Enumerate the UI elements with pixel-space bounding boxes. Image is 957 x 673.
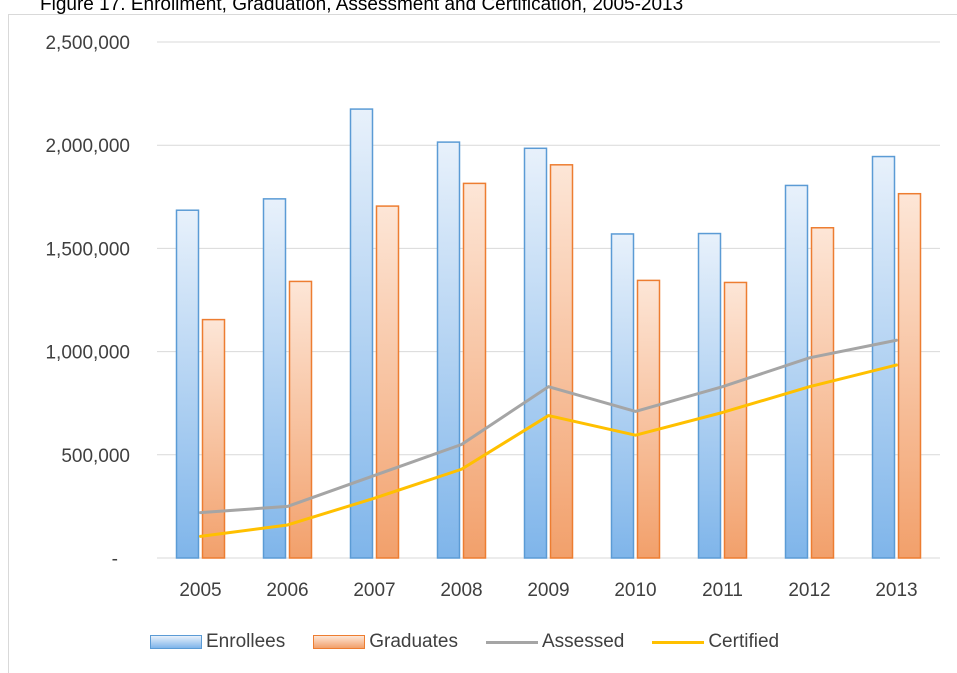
bar-graduates	[290, 281, 312, 558]
y-tick-label: 500,000	[61, 446, 130, 467]
bar-graduates	[638, 280, 660, 558]
legend-swatch-certified	[652, 641, 704, 644]
legend-item-enrollees: Enrollees	[150, 631, 285, 653]
bar-enrollees	[264, 199, 286, 558]
x-tick-label: 2007	[353, 580, 395, 601]
x-tick-label: 2006	[266, 580, 308, 601]
x-tick-label: 2013	[875, 580, 917, 601]
bar-graduates	[377, 206, 399, 558]
legend-label-graduates: Graduates	[369, 631, 458, 653]
bar-enrollees	[351, 109, 373, 558]
y-tick-label: 1,500,000	[45, 239, 130, 260]
chart-legend: Enrollees Graduates Assessed Certified	[150, 628, 807, 656]
bar-graduates	[899, 194, 921, 558]
x-tick-label: 2011	[702, 580, 743, 601]
bar-graduates	[203, 320, 225, 558]
legend-label-assessed: Assessed	[542, 631, 624, 653]
x-tick-label: 2010	[614, 580, 656, 601]
bar-graduates	[725, 282, 747, 558]
legend-label-enrollees: Enrollees	[206, 631, 285, 653]
bar-enrollees	[873, 157, 895, 558]
bar-enrollees	[438, 142, 460, 558]
bar-enrollees	[699, 234, 721, 558]
legend-item-certified: Certified	[652, 631, 779, 653]
bar-enrollees	[525, 148, 547, 558]
x-tick-label: 2008	[440, 580, 482, 601]
bar-graduates	[551, 165, 573, 558]
legend-item-assessed: Assessed	[486, 631, 624, 653]
y-tick-label: 2,000,000	[45, 136, 130, 157]
x-tick-label: 2005	[179, 580, 221, 601]
legend-swatch-enrollees	[150, 635, 202, 649]
bar-enrollees	[786, 185, 808, 558]
y-tick-label: 1,000,000	[45, 343, 130, 364]
x-tick-label: 2009	[527, 580, 569, 601]
legend-swatch-graduates	[313, 635, 365, 649]
bar-enrollees	[612, 234, 634, 558]
legend-swatch-assessed	[486, 641, 538, 644]
x-tick-label: 2012	[788, 580, 830, 601]
legend-item-graduates: Graduates	[313, 631, 458, 653]
y-tick-label: 2,500,000	[45, 33, 130, 54]
bar-graduates	[464, 183, 486, 558]
legend-label-certified: Certified	[708, 631, 779, 653]
y-tick-label: -	[112, 549, 118, 570]
bar-graduates	[812, 228, 834, 558]
bar-enrollees	[177, 210, 199, 558]
